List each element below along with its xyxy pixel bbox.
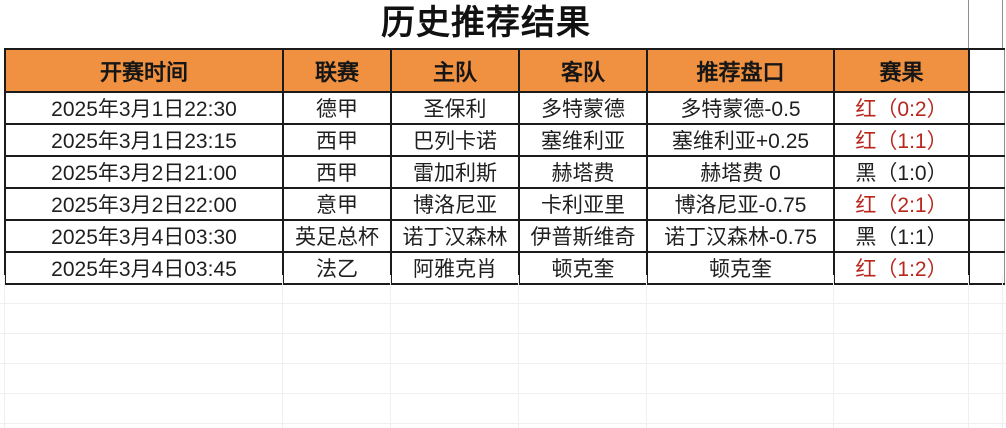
cell-home-team: 博洛尼亚	[390, 187, 520, 221]
table-row: 2025年3月4日03:45 法乙 阿雅克肖 顿克奎 顿克奎 红（1:2）	[4, 251, 1005, 285]
page-title: 历史推荐结果	[381, 4, 591, 42]
header-row: 开赛时间 联赛 主队 客队 推荐盘口 赛果	[4, 48, 1005, 93]
table-row: 2025年3月4日03:30 英足总杯 诺丁汉森林 伊普斯维奇 诺丁汉森林-0.…	[4, 219, 1005, 253]
cell-handicap: 诺丁汉森林-0.75	[646, 219, 835, 253]
cell-home-team: 雷加利斯	[390, 155, 520, 189]
cell-league: 法乙	[282, 251, 392, 285]
cell-home-team: 诺丁汉森林	[390, 219, 520, 253]
grid-line	[646, 275, 647, 428]
cell-league: 西甲	[282, 123, 392, 157]
cell-result: 红（1:2）	[833, 251, 970, 285]
header-result: 赛果	[833, 48, 970, 93]
cell-empty	[968, 123, 1005, 157]
header-handicap: 推荐盘口	[646, 48, 835, 93]
cell-result: 红（0:2）	[833, 91, 970, 125]
table-row: 2025年3月1日23:15 西甲 巴列卡诺 塞维利亚 塞维利亚+0.25 红（…	[4, 123, 1005, 157]
cell-league: 西甲	[282, 155, 392, 189]
grid-line	[1002, 275, 1003, 428]
grid-line	[0, 333, 1006, 334]
grid-line	[4, 275, 5, 428]
cell-away-team: 塞维利亚	[518, 123, 648, 157]
cell-handicap: 博洛尼亚-0.75	[646, 187, 835, 221]
cell-league: 意甲	[282, 187, 392, 221]
cell-start-time: 2025年3月1日22:30	[4, 91, 284, 125]
table-row: 2025年3月2日22:00 意甲 博洛尼亚 卡利亚里 博洛尼亚-0.75 红（…	[4, 187, 1005, 221]
spreadsheet-column-line	[1002, 0, 1003, 48]
grid-line	[833, 275, 834, 428]
cell-away-team: 顿克奎	[518, 251, 648, 285]
header-empty-cell	[968, 48, 1005, 93]
cell-handicap: 赫塔费 0	[646, 155, 835, 189]
cell-start-time: 2025年3月2日21:00	[4, 155, 284, 189]
cell-home-team: 圣保利	[390, 91, 520, 125]
spreadsheet-column-line	[968, 0, 969, 48]
table-row: 2025年3月1日22:30 德甲 圣保利 多特蒙德 多特蒙德-0.5 红（0:…	[4, 91, 1005, 125]
grid-line	[390, 275, 391, 428]
header-start-time: 开赛时间	[4, 48, 284, 93]
cell-start-time: 2025年3月4日03:45	[4, 251, 284, 285]
grid-line	[282, 275, 283, 428]
cell-handicap: 顿克奎	[646, 251, 835, 285]
grid-line	[968, 275, 969, 428]
cell-start-time: 2025年3月4日03:30	[4, 219, 284, 253]
cell-league: 英足总杯	[282, 219, 392, 253]
cell-away-team: 卡利亚里	[518, 187, 648, 221]
cell-away-team: 赫塔费	[518, 155, 648, 189]
cell-league: 德甲	[282, 91, 392, 125]
cell-result: 红（2:1）	[833, 187, 970, 221]
header-away-team: 客队	[518, 48, 648, 93]
grid-line	[0, 423, 1006, 424]
cell-home-team: 巴列卡诺	[390, 123, 520, 157]
cell-handicap: 多特蒙德-0.5	[646, 91, 835, 125]
cell-away-team: 多特蒙德	[518, 91, 648, 125]
header-league: 联赛	[282, 48, 392, 93]
cell-result: 黑（1:1）	[833, 219, 970, 253]
cell-start-time: 2025年3月2日22:00	[4, 187, 284, 221]
grid-line	[0, 303, 1006, 304]
cell-empty	[968, 251, 1005, 285]
cell-start-time: 2025年3月1日23:15	[4, 123, 284, 157]
cell-result: 黑（1:0）	[833, 155, 970, 189]
cell-result: 红（1:1）	[833, 123, 970, 157]
cell-empty	[968, 219, 1005, 253]
cell-home-team: 阿雅克肖	[390, 251, 520, 285]
cell-away-team: 伊普斯维奇	[518, 219, 648, 253]
history-results-table: 开赛时间 联赛 主队 客队 推荐盘口 赛果 2025年3月1日22:30 德甲 …	[4, 48, 1005, 285]
table-row: 2025年3月2日21:00 西甲 雷加利斯 赫塔费 赫塔费 0 黑（1:0）	[4, 155, 1005, 189]
cell-empty	[968, 187, 1005, 221]
header-home-team: 主队	[390, 48, 520, 93]
cell-handicap: 塞维利亚+0.25	[646, 123, 835, 157]
cell-empty	[968, 155, 1005, 189]
cell-empty	[968, 91, 1005, 125]
grid-line	[518, 275, 519, 428]
grid-line	[0, 363, 1006, 364]
grid-line	[0, 393, 1006, 394]
